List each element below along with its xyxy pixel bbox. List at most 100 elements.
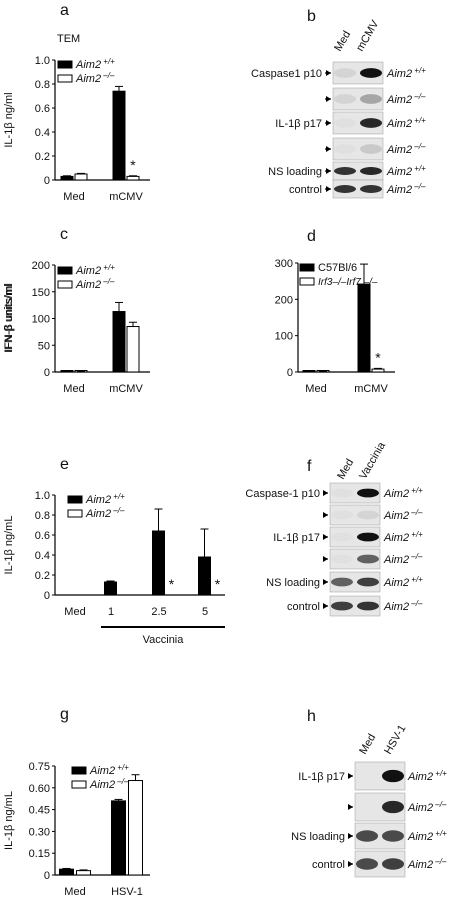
e-y-tick-label: 0.8 — [35, 510, 50, 522]
g-y-tick-label: 0.60 — [29, 783, 50, 795]
f-arrow-head — [323, 556, 328, 562]
b-blot-band — [360, 68, 382, 78]
b-blot-genotype: Aim2 –/– — [386, 92, 426, 106]
b-blot-band — [334, 144, 356, 154]
e-bar — [104, 581, 117, 596]
e-category-label: Med — [64, 606, 85, 618]
b-arrow-head — [326, 146, 331, 152]
f-blot-strip — [329, 504, 381, 526]
h-blot-strip — [354, 792, 406, 822]
c-legend-swatch — [57, 266, 73, 275]
a-legend-label: Aim2 –/– — [75, 71, 115, 85]
panel-letter-e: e — [60, 456, 69, 473]
f-arrow-head — [323, 490, 328, 496]
h-blot-genotype: Aim2 +/+ — [407, 769, 447, 783]
a-y-tick-label: 0 — [44, 175, 50, 187]
a-category-label: mCMV — [109, 191, 143, 203]
f-blot-band — [357, 532, 379, 542]
f-blot-row-label: IL-1β p17 — [273, 532, 320, 544]
c-y-tick-label: 0 — [44, 367, 50, 379]
b-blot-genotype: Aim2 +/+ — [386, 116, 426, 130]
f-blot-column-label: Med — [335, 457, 356, 482]
c-category-label: Med — [63, 383, 84, 395]
f-blot-genotype: Aim2 –/– — [383, 552, 423, 566]
a-y-tick-label: 0.2 — [35, 151, 50, 163]
b-blot-genotype: Aim2 –/– — [386, 142, 426, 156]
e-y-label: IL-1β ng/mL — [3, 516, 15, 575]
b-arrow-head — [326, 96, 331, 102]
a-category-label: Med — [63, 191, 84, 203]
h-blot-column-label: Med — [357, 732, 378, 757]
h-blot-band — [356, 858, 378, 870]
g-category-label: Med — [64, 886, 85, 898]
f-blot-band — [357, 488, 379, 498]
b-blot-row-label: NS loading — [268, 166, 322, 178]
h-blot-row-label: NS loading — [291, 831, 345, 843]
b-blot-column-label: Med — [332, 29, 353, 54]
g-legend-swatch — [71, 766, 87, 775]
d-bar — [357, 283, 371, 373]
f-blot-band — [331, 554, 353, 564]
h-blot-band — [382, 830, 404, 842]
d-legend-swatch — [299, 263, 315, 272]
d-legend-label: C57Bl/6 — [318, 262, 357, 274]
e-category-label: 5 — [202, 606, 208, 618]
e-significance-star: * — [169, 576, 175, 592]
b-blot-band — [334, 118, 356, 128]
f-blot-band — [357, 554, 379, 564]
e-legend-swatch — [67, 495, 83, 504]
b-blot-band — [334, 68, 356, 78]
d-category-label: Med — [305, 383, 326, 395]
c-bar — [126, 326, 140, 373]
f-arrow-head — [323, 534, 328, 540]
b-blot-band — [360, 144, 382, 154]
e-group-label: Vaccinia — [143, 634, 185, 646]
g-y-tick-label: 0.45 — [29, 805, 50, 817]
f-blot-band — [331, 577, 353, 587]
e-y-tick-label: 0 — [44, 590, 50, 602]
d-significance-star: * — [375, 349, 381, 365]
a-bar — [112, 90, 126, 181]
f-blot-band — [357, 601, 379, 611]
e-y-tick-label: 0.4 — [35, 550, 50, 562]
h-blot-band — [382, 858, 404, 870]
f-blot-band — [331, 488, 353, 498]
b-arrow-head — [326, 70, 331, 76]
d-category-label: mCMV — [354, 383, 388, 395]
h-arrow-head — [348, 773, 353, 779]
g-y-tick-label: 0.15 — [29, 848, 50, 860]
h-blot-row-label: IL-1β p17 — [298, 771, 345, 783]
f-blot-strip — [329, 571, 381, 593]
b-blot-strip — [332, 87, 384, 111]
panel-letter-b: b — [307, 8, 316, 25]
f-blot-row-label: control — [287, 601, 320, 613]
f-blot-genotype: Aim2 –/– — [383, 599, 423, 613]
f-blot-strip — [329, 595, 381, 617]
e-category-label: 2.5 — [151, 606, 166, 618]
d-bar — [371, 368, 385, 373]
h-blot-column-label: HSV-1 — [382, 723, 408, 757]
h-blot-band — [382, 800, 404, 814]
a-bar — [74, 173, 88, 181]
b-blot-band — [334, 185, 356, 193]
c-legend-label: Aim2 –/– — [75, 277, 115, 291]
g-category-label: HSV-1 — [111, 886, 143, 898]
h-arrow-head — [348, 833, 353, 839]
b-blot-genotype: Aim2 +/+ — [386, 164, 426, 178]
e-legend-label: Aim2 –/– — [85, 506, 125, 520]
f-arrow-head — [323, 579, 328, 585]
c-legend-swatch — [57, 280, 73, 289]
panel-letter-a: a — [60, 2, 69, 19]
a-bar — [60, 175, 74, 181]
e-bar — [198, 556, 211, 596]
a-y-label: IL-1β ng/ml — [3, 92, 15, 147]
h-blot-genotype: Aim2 –/– — [407, 857, 447, 871]
f-blot-band — [331, 601, 353, 611]
f-blot-column-label: Vaccinia — [357, 439, 388, 481]
f-blot-row-label: NS loading — [266, 577, 320, 589]
b-blot-strip — [332, 179, 384, 199]
a-legend-label: Aim2 +/+ — [75, 57, 115, 71]
d-legend-label: Irf3–/–Irf7 –/– — [318, 277, 378, 288]
a-legend-swatch — [57, 60, 73, 69]
